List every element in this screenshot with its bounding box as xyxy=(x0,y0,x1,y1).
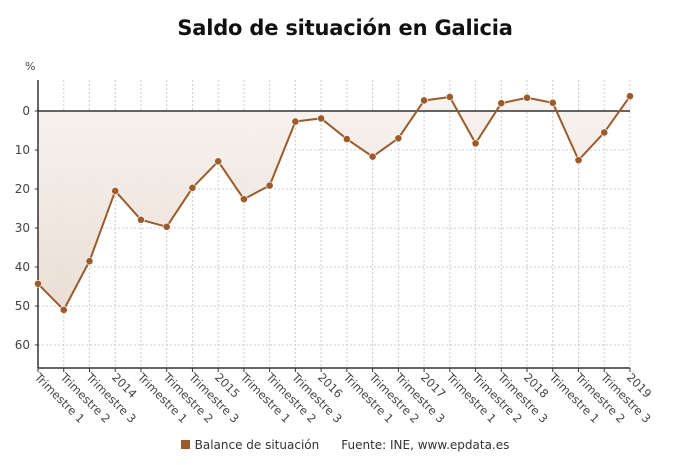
series-line xyxy=(37,95,631,311)
area-fill-path xyxy=(38,96,630,310)
y-tick-label: 50 xyxy=(15,299,30,313)
data-point-marker[interactable] xyxy=(574,156,583,165)
data-point-marker[interactable] xyxy=(240,195,248,204)
data-point-marker[interactable] xyxy=(445,93,454,101)
data-point-marker[interactable] xyxy=(214,157,223,166)
data-point-marker[interactable] xyxy=(523,93,531,102)
y-tick-label: 40 xyxy=(15,260,30,274)
axes xyxy=(37,80,630,369)
data-point-marker[interactable] xyxy=(111,187,120,195)
y-tick-label: 20 xyxy=(15,182,30,196)
data-point-marker[interactable] xyxy=(394,134,403,143)
data-point-marker[interactable] xyxy=(548,98,557,107)
data-point-marker[interactable] xyxy=(137,215,145,224)
y-tick-label: 30 xyxy=(15,221,30,235)
data-point-marker[interactable] xyxy=(34,279,42,288)
area-fill xyxy=(38,96,630,310)
data-point-marker[interactable] xyxy=(317,114,326,123)
data-point-marker[interactable] xyxy=(471,139,480,148)
legend-series-label: Balance de situación xyxy=(194,438,320,452)
data-point-marker[interactable] xyxy=(342,135,351,143)
data-point-marker[interactable] xyxy=(600,128,609,137)
data-series-line xyxy=(34,92,634,314)
y-axis-unit-label: % xyxy=(25,60,36,73)
y-tick-label: 10 xyxy=(15,143,30,157)
legend-swatch-icon xyxy=(180,440,190,449)
chart-title: Saldo de situación en Galicia xyxy=(177,16,513,40)
data-point-marker[interactable] xyxy=(420,96,428,105)
data-point-marker[interactable] xyxy=(59,305,68,314)
data-point-marker[interactable] xyxy=(626,92,634,101)
legend: Balance de situación Fuente: INE, www.epd… xyxy=(0,438,690,452)
source-note: Fuente: INE, www.epdata.es xyxy=(341,438,510,452)
data-point-marker[interactable] xyxy=(85,257,94,266)
data-point-marker[interactable] xyxy=(265,181,274,190)
data-point-marker[interactable] xyxy=(162,222,171,231)
y-tick-label: 60 xyxy=(15,338,30,352)
data-point-marker[interactable] xyxy=(497,99,506,108)
data-point-marker[interactable] xyxy=(291,117,300,126)
y-axis-ticks: 0 10 20 30 40 50 60 xyxy=(15,104,38,352)
data-point-marker[interactable] xyxy=(188,183,197,192)
data-point-marker[interactable] xyxy=(368,152,377,161)
y-tick-label: 0 xyxy=(22,104,30,118)
